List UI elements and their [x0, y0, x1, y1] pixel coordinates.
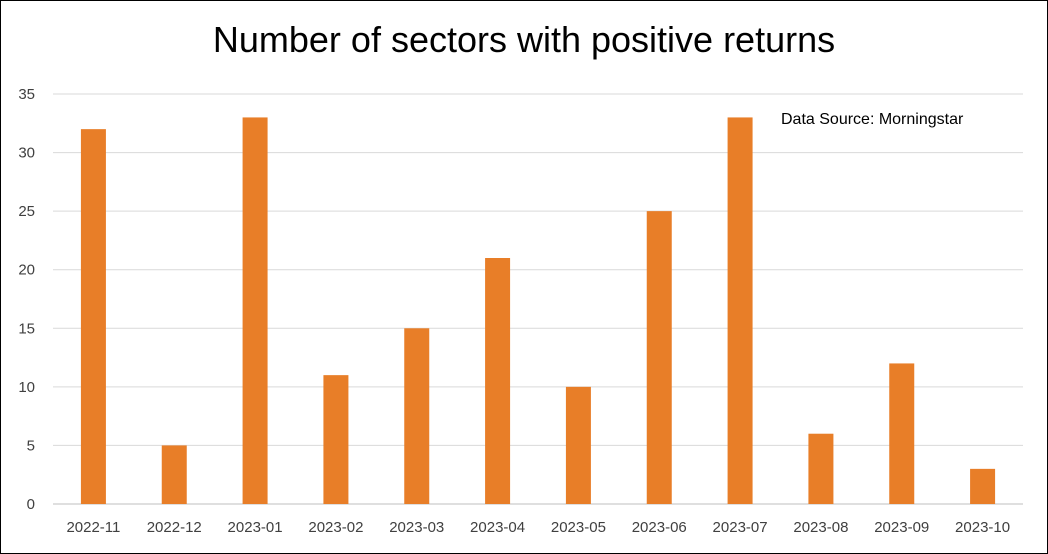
y-tick-label: 35: [18, 86, 35, 103]
x-tick-label: 2023-01: [228, 519, 283, 536]
x-tick-label: 2023-05: [551, 519, 606, 536]
bar: [808, 433, 834, 504]
y-tick-label: 5: [27, 437, 35, 454]
y-tick-label: 20: [18, 262, 35, 279]
bar: [242, 117, 268, 504]
x-tick-label: 2023-02: [308, 519, 363, 536]
chart-title: Number of sectors with positive returns: [212, 19, 836, 60]
x-tick-label: 2023-03: [389, 519, 444, 536]
x-tick-label: 2023-07: [713, 519, 768, 536]
bar: [889, 363, 915, 504]
x-tick-label: 2023-10: [955, 519, 1010, 536]
bar: [161, 445, 187, 504]
y-tick-label: 15: [18, 320, 35, 337]
bar: [970, 468, 996, 504]
x-tick-label: 2022-12: [147, 519, 202, 536]
x-tick-label: 2023-06: [632, 519, 687, 536]
x-tick-label: 2023-08: [793, 519, 848, 536]
bar: [323, 375, 349, 504]
bar: [485, 258, 511, 504]
data-source-annotation: Data Source: Morningstar: [781, 111, 964, 128]
x-tick-label: 2022-11: [66, 519, 120, 536]
y-tick-label: 30: [18, 145, 35, 162]
y-tick-label: 25: [18, 203, 35, 220]
bar: [646, 211, 672, 504]
x-tick-label: 2023-04: [470, 519, 525, 536]
y-tick-label: 10: [18, 379, 35, 396]
y-tick-label: 0: [27, 496, 35, 513]
x-tick-label: 2023-09: [874, 519, 929, 536]
bar: [80, 129, 106, 504]
bar: [404, 328, 430, 504]
bar: [727, 117, 753, 504]
bar: [565, 386, 591, 504]
